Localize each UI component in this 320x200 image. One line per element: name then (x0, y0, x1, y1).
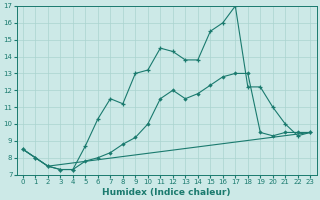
X-axis label: Humidex (Indice chaleur): Humidex (Indice chaleur) (102, 188, 231, 197)
